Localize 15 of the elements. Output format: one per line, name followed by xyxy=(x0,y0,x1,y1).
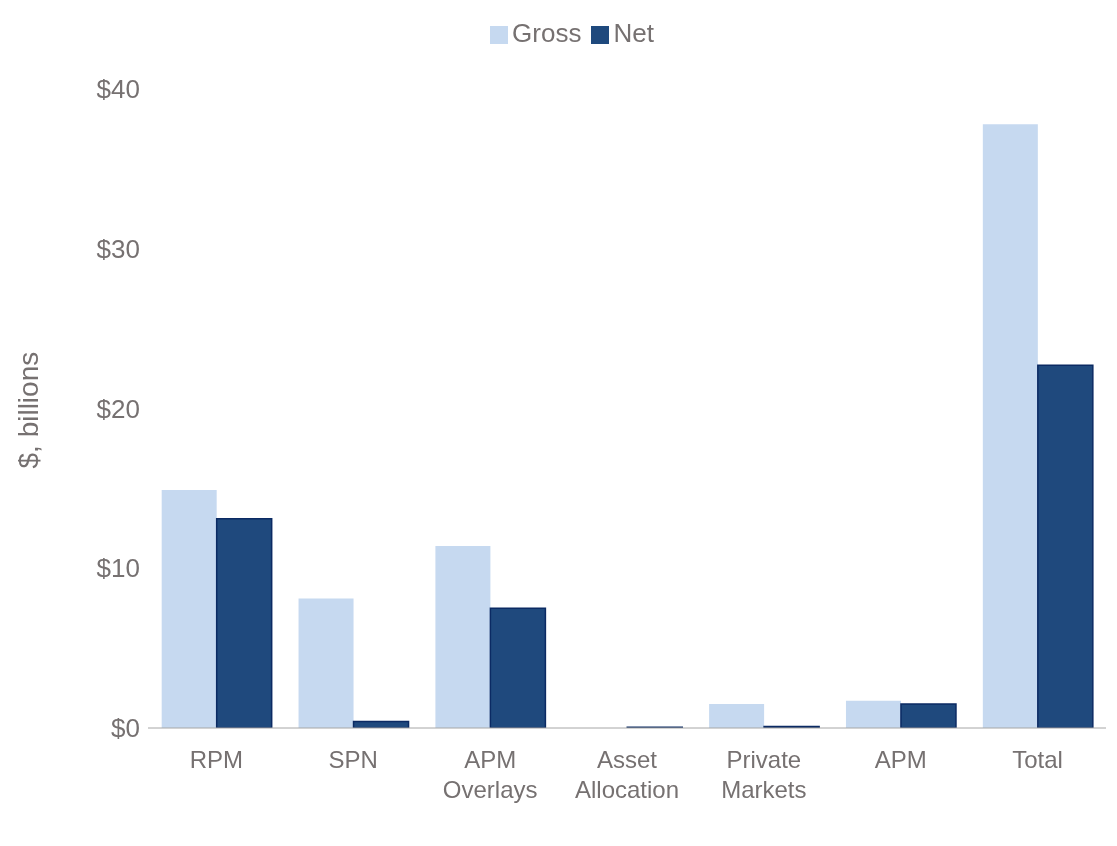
y-tick-label: $20 xyxy=(96,393,140,424)
y-tick-label: $40 xyxy=(96,74,140,105)
y-axis-title: $, billions xyxy=(12,351,44,469)
y-tick-label: $0 xyxy=(111,713,140,744)
y-tick-label: $30 xyxy=(96,233,140,264)
x-tick-label: APM xyxy=(874,746,927,773)
x-tick-label: SPN xyxy=(328,746,378,773)
x-tick-label: Asset Allocation xyxy=(574,746,680,803)
x-tick-label: Total xyxy=(1012,746,1063,773)
x-tick-label: Private Markets xyxy=(721,746,807,803)
x-tick-label: RPM xyxy=(189,746,244,773)
legend-label: Net xyxy=(613,18,654,48)
legend-label: Gross xyxy=(512,18,582,48)
x-tick-label: APM Overlays xyxy=(442,746,538,803)
y-tick-label: $10 xyxy=(96,553,140,584)
